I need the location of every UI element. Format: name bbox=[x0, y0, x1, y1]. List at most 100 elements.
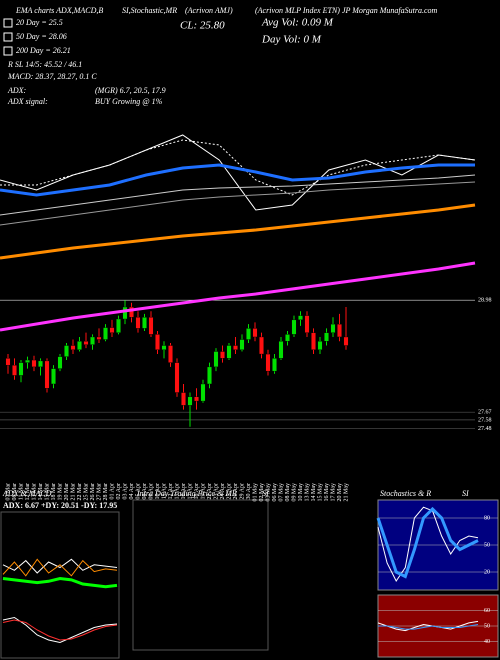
x-tick-label: 21 Mar bbox=[70, 483, 76, 501]
header-text: (Acrivon AMJ) bbox=[185, 6, 233, 15]
series-line bbox=[0, 174, 476, 216]
header-text: 200 Day = 26.21 bbox=[16, 46, 71, 55]
candle-body bbox=[109, 327, 115, 333]
x-tick-label: 26 Apr bbox=[233, 483, 239, 500]
x-tick-label: 08 May bbox=[285, 483, 291, 502]
candle-body bbox=[5, 358, 11, 366]
candle-body bbox=[174, 362, 180, 393]
candle-body bbox=[103, 327, 108, 340]
x-tick-label: 02 Apr bbox=[116, 483, 122, 500]
series-line bbox=[2, 558, 118, 574]
series-line bbox=[376, 506, 479, 579]
candle-body bbox=[187, 396, 193, 406]
x-tick-label: 09 Apr bbox=[148, 483, 154, 500]
header-text: BUY Growing @ 1% bbox=[95, 97, 163, 106]
candle-body bbox=[148, 317, 154, 335]
series-line bbox=[0, 139, 476, 196]
x-tick-label: 26 Mar bbox=[90, 483, 96, 501]
x-tick-label: 14 May bbox=[311, 483, 317, 502]
candle-body bbox=[311, 332, 316, 350]
header-text: MACD: 28.37, 28.27, 0.1 C bbox=[7, 72, 97, 81]
candle-body bbox=[90, 336, 95, 345]
candle-body bbox=[213, 351, 219, 368]
candle-body bbox=[135, 317, 141, 329]
x-tick-label: 05 Apr bbox=[135, 483, 141, 500]
series-line bbox=[377, 506, 479, 582]
y-tick-label: 28.98 bbox=[478, 298, 492, 304]
series-line bbox=[2, 616, 118, 644]
x-tick-label: 03 May bbox=[265, 483, 271, 502]
candle-body bbox=[83, 341, 89, 345]
panel-subtitle: ADX: 6.67 +DY: 20.51 -DY: 17.95 bbox=[3, 501, 117, 510]
candle-body bbox=[142, 317, 147, 329]
x-tick-label: 15 Mar bbox=[44, 483, 50, 501]
y-tick-label: 27.48 bbox=[478, 426, 492, 432]
y-tick-label: 40 bbox=[484, 639, 490, 645]
candle-body bbox=[44, 360, 50, 389]
header-text: CL: 25.80 bbox=[180, 20, 225, 32]
x-tick-label: 02 May bbox=[259, 483, 265, 502]
x-tick-label: 18 Mar bbox=[51, 483, 57, 501]
candle-body bbox=[25, 359, 30, 363]
x-tick-label: 10 May bbox=[298, 483, 304, 502]
x-tick-label: 25 Apr bbox=[226, 483, 232, 500]
candle-body bbox=[317, 341, 323, 350]
candle-body bbox=[252, 328, 258, 338]
candle-body bbox=[161, 345, 167, 350]
series-line bbox=[378, 624, 479, 630]
candle-body bbox=[298, 315, 303, 321]
panel-title: ADX & MACD bbox=[2, 489, 52, 498]
x-tick-label: 28 Mar bbox=[103, 483, 109, 501]
x-tick-label: 30 Apr bbox=[246, 483, 252, 500]
panel-title: Intra Day Trading Price & MR bbox=[136, 489, 237, 498]
x-tick-label: 14 Mar bbox=[38, 483, 44, 501]
x-tick-label: 07 Mar bbox=[5, 483, 11, 501]
candle-body bbox=[200, 383, 206, 402]
candle-body bbox=[265, 353, 271, 372]
panel-annotation: SI bbox=[462, 489, 469, 498]
x-tick-label: 21 May bbox=[343, 483, 349, 502]
x-tick-label: 13 May bbox=[304, 483, 310, 502]
x-tick-label: 18 Apr bbox=[194, 483, 200, 500]
x-tick-label: 08 Mar bbox=[12, 483, 18, 501]
x-tick-label: 11 Apr bbox=[161, 483, 167, 499]
candle-body bbox=[324, 332, 329, 342]
y-tick-label: 27.67 bbox=[478, 410, 492, 416]
candle-body bbox=[285, 334, 290, 342]
x-tick-label: 19 Mar bbox=[57, 483, 63, 501]
header-text: 50 Day = 28.06 bbox=[16, 32, 67, 41]
x-tick-label: 03 Apr bbox=[122, 483, 128, 500]
header-text: Avg Vol: 0.09 M bbox=[261, 17, 334, 29]
x-tick-label: 13 Mar bbox=[31, 483, 37, 501]
x-tick-label: 23 Apr bbox=[213, 483, 219, 500]
candle-body bbox=[12, 364, 17, 376]
candle-body bbox=[330, 323, 336, 333]
candle-body bbox=[38, 360, 43, 368]
y-tick-label: 50 bbox=[484, 623, 490, 629]
header-text: (MGR) 6.7, 20.5, 17.9 bbox=[95, 86, 166, 95]
candle-body bbox=[77, 341, 82, 350]
swatch bbox=[3, 46, 13, 56]
candle-body bbox=[155, 334, 160, 350]
header-text: SI,Stochastic,MR bbox=[122, 6, 177, 15]
candle-body bbox=[233, 345, 238, 350]
candle-body bbox=[181, 392, 186, 406]
x-tick-label: 15 May bbox=[317, 483, 323, 502]
series-line bbox=[0, 163, 475, 197]
series-line bbox=[377, 620, 479, 632]
header-text: Day Vol: 0 M bbox=[261, 34, 322, 46]
x-tick-label: 09 May bbox=[291, 483, 297, 502]
x-tick-label: 17 Apr bbox=[187, 483, 193, 500]
candle-body bbox=[96, 336, 102, 340]
series-line bbox=[2, 619, 118, 641]
x-tick-label: 22 Mar bbox=[77, 483, 83, 501]
series-line bbox=[0, 134, 476, 211]
candle-body bbox=[168, 345, 173, 363]
candle-body bbox=[122, 306, 128, 320]
x-tick-label: 06 May bbox=[272, 483, 278, 502]
candle-body bbox=[278, 341, 284, 359]
series-line bbox=[2, 558, 118, 577]
candle-body bbox=[51, 368, 56, 385]
